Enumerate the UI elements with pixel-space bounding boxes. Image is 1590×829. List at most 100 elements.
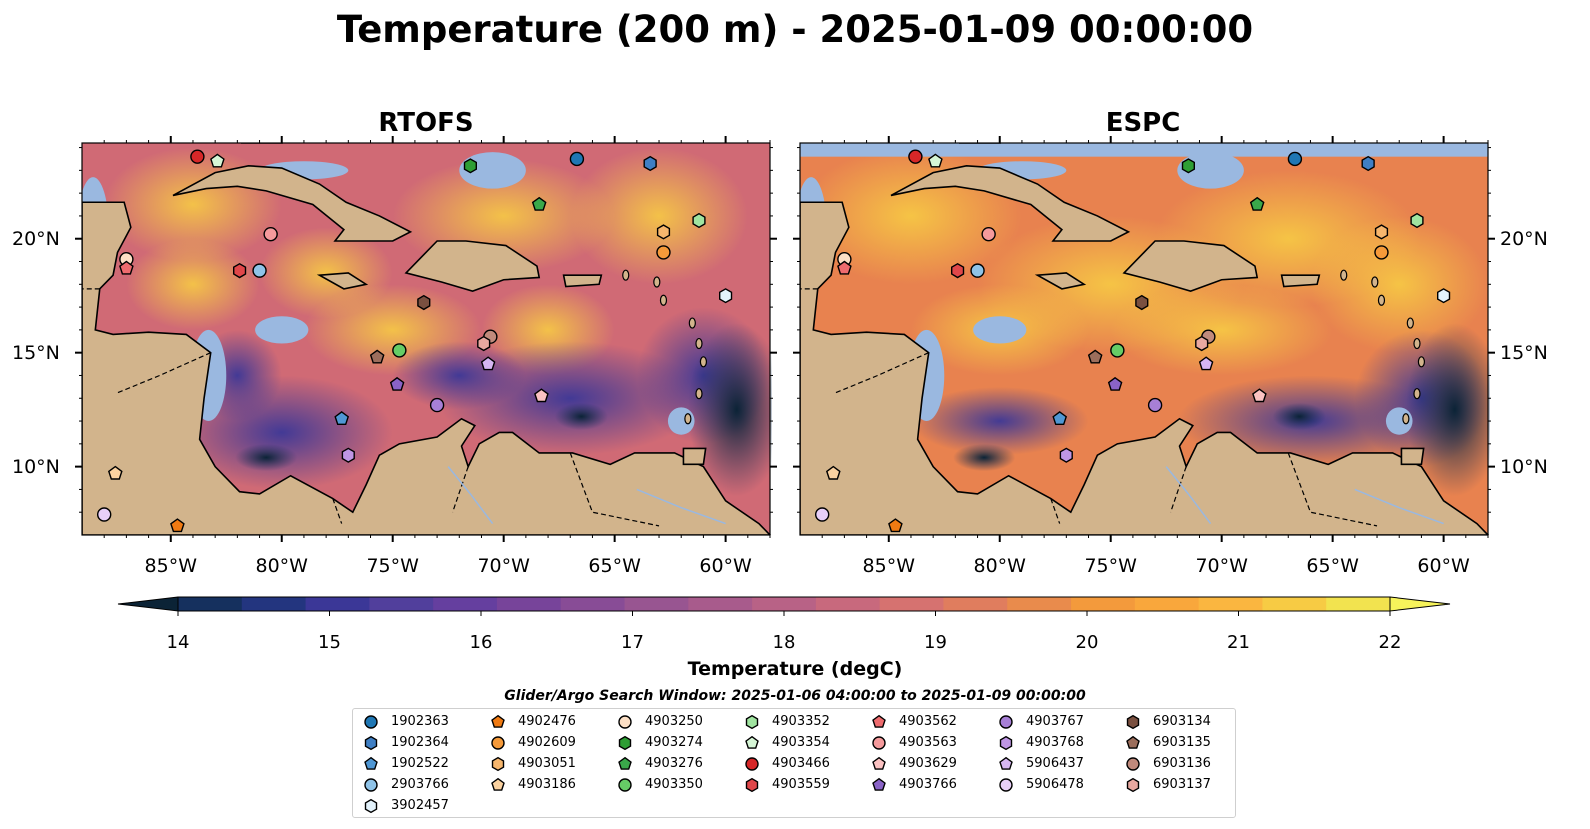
float-marker-4903051	[656, 224, 671, 240]
float-marker-4903767	[1147, 397, 1163, 413]
legend-label: 6903134	[1153, 714, 1211, 729]
legend-marker-pentagon	[872, 756, 886, 770]
lon-tick-label: 60°W	[699, 555, 752, 577]
float-marker-6903137	[1195, 335, 1209, 352]
colorbar-extend-max	[1389, 596, 1451, 612]
float-marker-6903134	[1135, 294, 1149, 311]
colorbar-segment	[1262, 597, 1327, 611]
float-marker-4903354	[928, 153, 943, 168]
float-marker-4903559	[951, 262, 965, 279]
legend-marker-circle	[1126, 757, 1140, 771]
float-marker-4903466	[190, 149, 205, 164]
colorbar-segment	[178, 597, 243, 611]
colorbar-segment	[1326, 597, 1391, 611]
legend-marker-circle	[491, 736, 505, 750]
legend-marker-hexagon	[1126, 777, 1140, 793]
lon-tick-label: 65°W	[1306, 555, 1359, 577]
legend-label: 6903137	[1153, 777, 1211, 792]
legend-marker-hexagon	[1126, 714, 1140, 730]
legend-label: 1902364	[391, 735, 449, 750]
float-marker-3902457	[1436, 288, 1451, 304]
legend-label: 6903135	[1153, 735, 1211, 750]
legend-marker-circle	[999, 778, 1013, 792]
legend-marker-pentagon	[745, 735, 759, 749]
colorbar-segment	[1071, 597, 1136, 611]
legend-label: 1902522	[391, 756, 449, 771]
float-marker-4903186	[825, 465, 841, 480]
colorbar-tick-label: 17	[621, 632, 644, 653]
float-marker-4903563	[981, 226, 996, 242]
legend-label: 2903766	[391, 777, 449, 792]
float-marker-4903352	[1410, 212, 1424, 229]
colorbar-segment	[624, 597, 689, 611]
lon-tick-label: 80°W	[255, 555, 308, 577]
float-marker-4903186	[107, 465, 123, 480]
figure-title: Temperature (200 m) - 2025-01-09 00:00:0…	[336, 8, 1254, 51]
legend-marker-circle	[745, 757, 759, 771]
legend-label: 4903466	[772, 756, 830, 771]
float-marker-1902363	[1287, 151, 1303, 167]
lon-tick-label: 60°W	[1417, 555, 1470, 577]
colorbar-segment	[369, 597, 434, 611]
colorbar	[117, 596, 1451, 616]
legend-marker-circle	[618, 715, 632, 729]
legend-marker-pentagon	[872, 777, 886, 791]
float-marker-4903051	[1374, 224, 1389, 240]
legend-label: 4903767	[1026, 714, 1084, 729]
legend-marker-hexagon	[364, 735, 378, 751]
legend-label: 4903354	[772, 735, 830, 750]
float-marker-4903629	[1252, 388, 1267, 403]
panel-title-espc: ESPC	[1105, 108, 1181, 138]
legend-label: 4903766	[899, 777, 957, 792]
legend-label: 4903274	[645, 735, 703, 750]
lon-tick-label: 75°W	[366, 555, 419, 577]
legend-marker-pentagon	[491, 777, 505, 791]
colorbar-segment	[433, 597, 498, 611]
colorbar-tick-label: 15	[318, 632, 341, 653]
legend-label: 1902363	[391, 714, 449, 729]
legend-marker-pentagon	[491, 714, 505, 728]
float-marker-4903559	[232, 262, 247, 279]
float-marker-1902364	[643, 155, 657, 172]
legend-label: 4903276	[645, 756, 703, 771]
lat-tick-label-right: 20°N	[1500, 227, 1548, 250]
float-marker-4903562	[837, 260, 852, 275]
float-marker-5906478	[814, 507, 830, 522]
legend-marker-circle	[872, 736, 886, 750]
float-marker-2903766	[970, 263, 985, 278]
float-marker-4903276	[531, 196, 547, 211]
map-panel-espc	[793, 136, 1495, 542]
float-marker-3902457	[719, 288, 733, 304]
legend-marker-hexagon	[491, 756, 505, 772]
colorbar-tick-label: 16	[469, 632, 493, 653]
legend-label: 5906478	[1026, 777, 1084, 792]
legend-marker-hexagon	[999, 735, 1013, 751]
colorbar-segment	[305, 597, 370, 611]
lat-tick-label-left: 10°N	[12, 455, 60, 478]
colorbar-segment	[879, 597, 944, 611]
lat-tick-label-left: 15°N	[12, 341, 60, 364]
float-marker-1902364	[1361, 155, 1375, 172]
legend-label: 4903629	[899, 756, 957, 771]
float-marker-4903274	[463, 158, 477, 174]
legend-marker-pentagon	[999, 756, 1013, 770]
float-marker-4903562	[119, 260, 134, 275]
colorbar-segment	[1198, 597, 1263, 611]
legend-label: 4903186	[518, 777, 576, 792]
legend-marker-circle	[364, 715, 378, 729]
legend-label: 4903562	[899, 714, 957, 729]
colorbar-segment	[496, 597, 562, 611]
float-marker-4903352	[692, 212, 706, 229]
colorbar-extend-min	[117, 596, 179, 612]
legend-marker-pentagon	[872, 714, 886, 728]
float-marker-6903135	[369, 349, 385, 364]
colorbar-segment	[688, 597, 753, 611]
lon-tick-label: 70°W	[477, 555, 530, 577]
float-marker-4903274	[1181, 158, 1196, 174]
lon-tick-label: 85°W	[862, 555, 915, 577]
float-marker-4903629	[534, 388, 549, 403]
float-marker-4902476	[170, 518, 185, 533]
colorbar-segment	[241, 597, 307, 611]
float-marker-6903134	[417, 294, 431, 311]
float-marker-4903276	[1249, 196, 1265, 211]
